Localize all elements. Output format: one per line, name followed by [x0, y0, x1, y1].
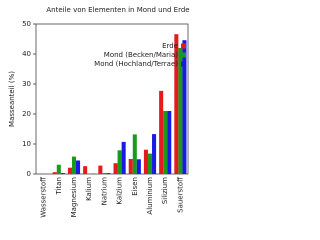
legend-label: Erde	[162, 42, 178, 50]
bar	[83, 166, 88, 174]
bar	[128, 159, 133, 174]
bar	[102, 173, 107, 174]
x-tick-label: Kalium	[85, 177, 93, 201]
bar	[163, 111, 168, 174]
legend-label: Mond (Becken/Maria)	[104, 51, 178, 59]
plot-frame	[35, 23, 189, 175]
bar	[60, 173, 65, 174]
y-tick-label: 0	[27, 170, 31, 178]
y-tick-label: 10	[22, 140, 31, 148]
y-tick-label: 20	[22, 110, 31, 118]
x-tick-label: Silizium	[161, 177, 169, 204]
legend-swatch	[181, 52, 186, 58]
bar	[98, 165, 103, 174]
bar	[52, 172, 57, 174]
chart-title: Anteile von Elementen in Mond und Erde	[46, 6, 189, 14]
bar	[182, 40, 187, 175]
bar	[174, 34, 179, 175]
bar	[167, 111, 172, 174]
y-tick-label: 30	[22, 80, 31, 88]
bar	[152, 134, 157, 174]
bar	[159, 90, 164, 174]
bar	[147, 153, 153, 174]
bar	[132, 134, 137, 174]
bar	[71, 156, 77, 174]
x-tick-label: Titan	[55, 177, 63, 195]
bar	[67, 167, 72, 174]
bar	[136, 159, 141, 174]
x-tick-label: Sauerstoff	[176, 177, 184, 213]
bar	[121, 141, 126, 174]
legend-label: Mond (Hochland/Terrae)	[94, 60, 178, 68]
x-tick-label: Kalzium	[116, 177, 124, 205]
x-tick-label: Aluminium	[146, 177, 154, 215]
x-tick-label: Magnesium	[70, 177, 78, 218]
y-tick-label: 50	[22, 20, 31, 28]
bar	[76, 160, 81, 174]
y-axis-label: Masseanteil (%)	[8, 71, 16, 127]
legend-swatch	[181, 61, 186, 67]
bar	[56, 164, 61, 174]
x-tick-label: Eisen	[131, 177, 139, 196]
bar	[117, 150, 122, 174]
bar	[178, 48, 183, 174]
y-tick-label: 40	[22, 50, 31, 58]
bar	[143, 149, 148, 174]
x-tick-label: Natrium	[100, 177, 108, 206]
bar	[113, 163, 118, 174]
x-tick-label: Wasserstoff	[40, 177, 48, 218]
chart: Anteile von Elementen in Mond und Erde M…	[8, 6, 190, 218]
bar	[106, 173, 111, 174]
legend-swatch	[181, 43, 186, 49]
